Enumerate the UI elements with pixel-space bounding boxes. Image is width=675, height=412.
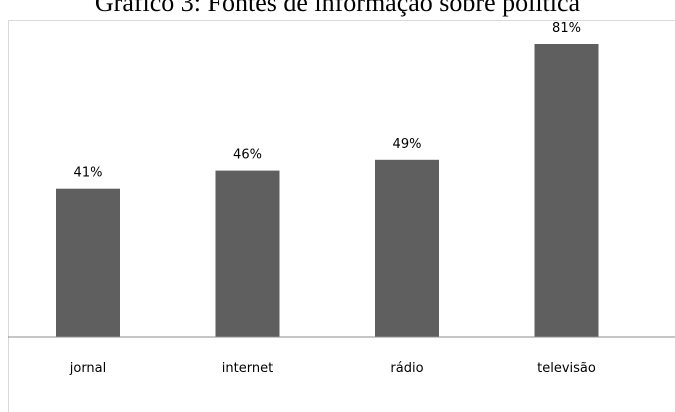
bar-internet xyxy=(215,170,280,337)
bar-rádio xyxy=(375,159,439,337)
x-tick-label-rádio: rádio xyxy=(390,361,423,376)
x-tick-label-internet: internet xyxy=(222,361,273,376)
data-label-rádio: 49% xyxy=(393,137,422,152)
chart-frame xyxy=(8,20,675,412)
bars-group xyxy=(56,44,599,337)
data-label-internet: 46% xyxy=(233,148,262,163)
tick-labels-group: jornal internet rádio televisão xyxy=(69,361,596,376)
x-tick-label-televisão: televisão xyxy=(537,361,596,376)
value-labels-group: 41% 46% 49% 81% xyxy=(74,21,581,181)
x-tick-label-jornal: jornal xyxy=(69,361,107,376)
data-label-televisão: 81% xyxy=(552,21,581,36)
chart-title: Gráfico 3: Fontes de informação sobre po… xyxy=(94,0,581,17)
bar-jornal xyxy=(56,188,120,337)
bar-televisão xyxy=(534,44,599,337)
data-label-jornal: 41% xyxy=(74,166,103,181)
